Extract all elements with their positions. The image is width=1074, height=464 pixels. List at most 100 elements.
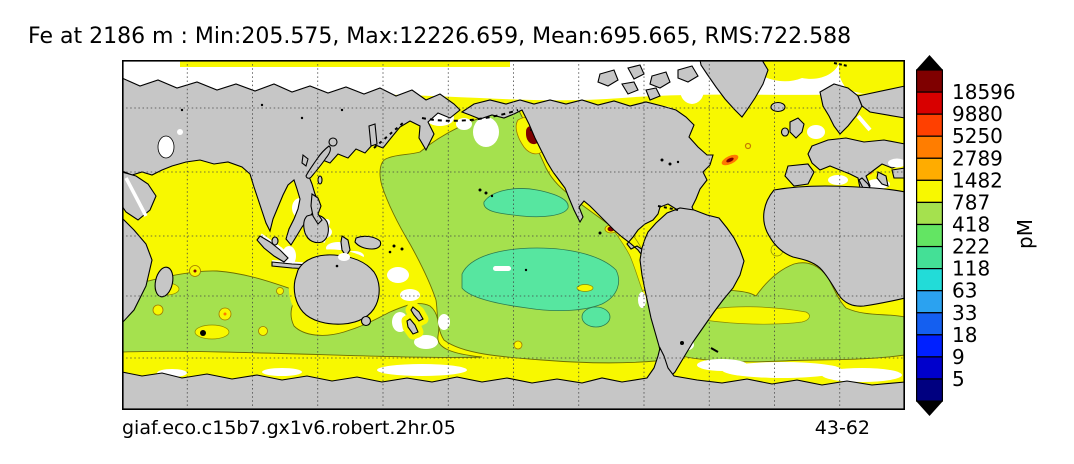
plot-title: Fe at 2186 m : Min:205.575, Max:12226.65…	[28, 24, 852, 49]
land-philippines	[310, 193, 323, 225]
no-data-okhotsk	[473, 117, 499, 147]
footer-range-label: 43-62	[814, 417, 870, 439]
land-north-america	[460, 99, 714, 259]
land-tasmania	[360, 315, 372, 327]
colorbar-arrow-up	[916, 55, 943, 70]
hawaii-island	[478, 188, 482, 192]
colorbar-unit-label: pM	[1013, 219, 1037, 249]
aral-sea	[177, 129, 183, 135]
colorbar-tick-label: 222	[952, 235, 990, 259]
hawaii-island	[484, 191, 488, 195]
no-data-coral-sea	[387, 267, 409, 283]
timor-island	[335, 264, 339, 268]
aleutian-islands	[421, 109, 519, 122]
land-japan	[305, 145, 331, 179]
no-data-antarctic-atlantic	[722, 362, 842, 378]
land-korea	[301, 153, 309, 167]
polynesia-island	[524, 268, 528, 272]
colorbar-cell	[916, 290, 943, 314]
colorbar-cell	[916, 69, 943, 93]
land-nz-north	[410, 306, 424, 322]
colorbar-cells	[916, 69, 943, 402]
gulf-carpentaria	[338, 253, 350, 261]
graticule	[122, 60, 905, 410]
no-data-antarctic-east	[822, 368, 902, 382]
low-fe-patch-small	[581, 306, 611, 328]
land-new-guinea	[354, 235, 382, 250]
ring-swir1	[152, 304, 164, 316]
ring-seir	[258, 326, 268, 336]
hotspot-azores	[721, 154, 739, 166]
no-data-streak	[493, 266, 511, 271]
colorbar-cell	[916, 268, 943, 292]
land-scandinavia	[819, 83, 863, 135]
svalbard	[833, 62, 849, 67]
land-greenland	[699, 60, 769, 118]
siberia-lake	[260, 103, 264, 107]
ring-kerguelen	[194, 324, 230, 340]
land-arctic-island3	[627, 64, 645, 80]
colorbar-tick-label: 18	[952, 323, 977, 347]
colorbar-tick-label: 418	[952, 212, 990, 236]
kerguelen-island	[200, 330, 206, 336]
colorbar-cell	[916, 135, 943, 159]
map-frame	[122, 60, 905, 410]
arctic-yellow-patch-ne	[838, 60, 905, 96]
land-hokkaido	[328, 137, 338, 147]
land-africa-horn	[122, 217, 153, 324]
no-data-nz-east	[438, 314, 450, 330]
great-lakes	[660, 158, 664, 162]
colorbar-cell	[916, 356, 943, 380]
colorbar-cell	[916, 223, 943, 248]
land-madagascar	[154, 266, 174, 298]
colorbar-cell	[916, 179, 943, 204]
land-south-america	[639, 207, 745, 377]
ring-swir2-core	[223, 312, 227, 316]
footer-case-label: giaf.eco.c15b7.gx1v6.robert.2hr.05	[122, 417, 456, 439]
colorbar-tick-label: 2789	[952, 146, 1003, 170]
galapagos-island	[598, 231, 602, 235]
no-data-bering2	[456, 118, 472, 130]
great-lakes	[668, 162, 672, 166]
colorbar-cell	[916, 157, 943, 181]
baltic-sea	[856, 114, 872, 132]
hawaii-island	[490, 194, 494, 198]
land-arctic-island2	[649, 71, 671, 89]
low-fe-patch-south	[461, 247, 619, 312]
no-data-nz-south	[414, 335, 438, 349]
colorbar-arrow-down	[916, 401, 943, 416]
land-africa	[763, 185, 905, 307]
low-fe-patch-north	[483, 188, 569, 218]
falkland-islands	[680, 341, 684, 345]
land-taiwan	[317, 175, 323, 185]
siberia-lake	[180, 108, 184, 112]
land-uk	[789, 117, 805, 139]
land-arctic-island4	[597, 69, 619, 87]
no-data-antarctic-pacific	[377, 364, 467, 376]
ring-broken-ridge	[276, 287, 284, 295]
red-sea	[124, 177, 148, 217]
colorbar-cell	[916, 113, 943, 137]
land-sri-lanka	[271, 236, 279, 246]
caspian-sea	[157, 135, 175, 159]
land-turkey	[891, 167, 905, 179]
land-iceland	[770, 101, 786, 113]
colorbar-cell	[916, 91, 943, 115]
colorbar-tick-label: 787	[952, 190, 990, 214]
hotspot-azores-core	[726, 157, 734, 163]
land-antarctica	[122, 346, 905, 410]
land-arctic-island6	[645, 87, 661, 101]
land-ireland	[780, 127, 790, 137]
colorbar-tick-label: 5	[952, 367, 965, 391]
fiji-island	[392, 244, 396, 248]
land-nz-south	[406, 318, 419, 335]
colorbar-tick-label: 9880	[952, 102, 1003, 126]
land-layer	[122, 60, 905, 410]
land-nw-russia	[857, 85, 905, 119]
no-data-north-sea	[807, 125, 825, 139]
no-data-baffin	[680, 76, 704, 104]
contour-islet-yellow	[576, 284, 594, 292]
black-sea	[888, 158, 905, 168]
colorbar-tick-label: 118	[952, 257, 990, 281]
